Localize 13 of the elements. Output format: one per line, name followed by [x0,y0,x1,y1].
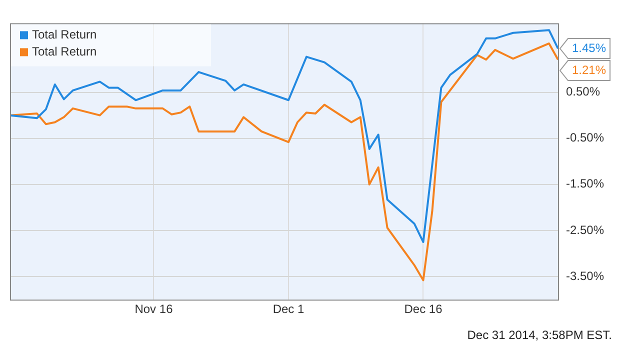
y-tick-label: -1.50% [566,176,604,191]
y-tick-label: 0.50% [566,84,600,99]
text: Dec 31 2014, 3:58PM EST. [466,328,613,342]
y-tick-label: -2.50% [566,222,604,237]
x-tick-label: Nov 16 [134,302,174,316]
y-tick-label: -0.50% [566,130,604,145]
legend-label: Total Return [32,28,97,42]
x-tick-label: Dec 1 [272,302,304,316]
data-label: 1.21% [572,62,606,77]
legend-label: Total Return [32,44,97,59]
y-tick-label: -3.50% [566,268,604,283]
x-tick-label: Dec 16 [404,302,443,316]
data-label: 1.45% [572,40,606,55]
